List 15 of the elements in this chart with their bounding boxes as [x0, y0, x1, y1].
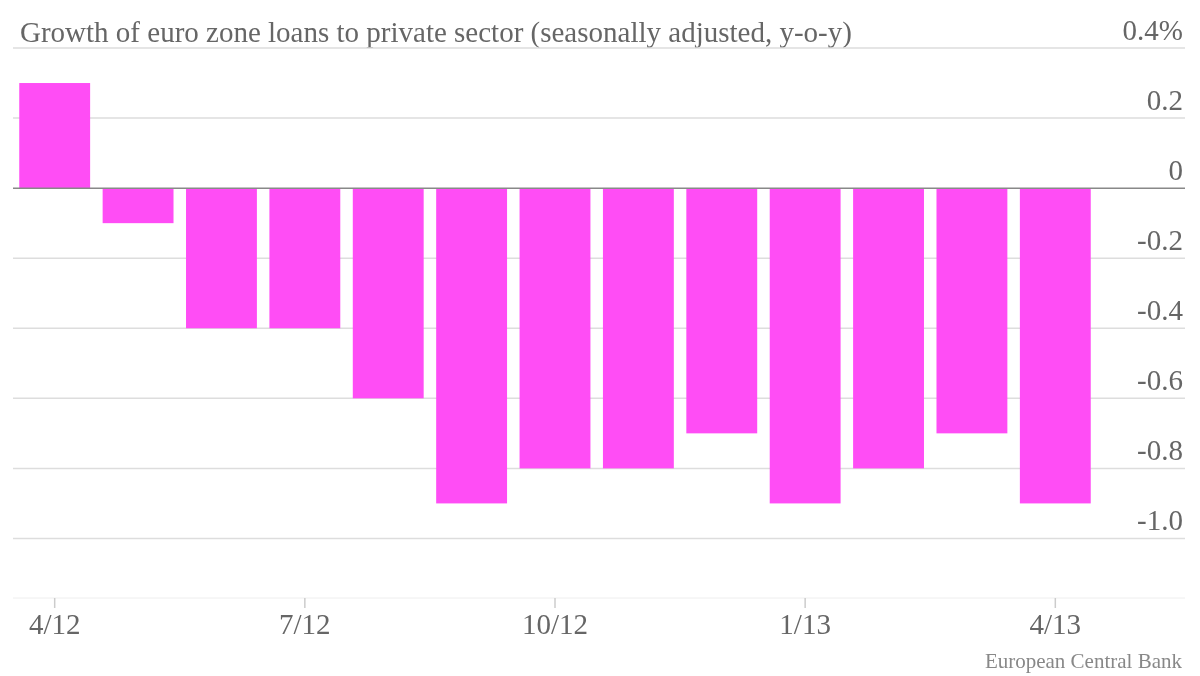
x-tick-label: 4/12: [28, 608, 81, 640]
x-tick-label: 7/12: [279, 608, 331, 640]
y-tick-label: -0.4: [1137, 294, 1184, 327]
y-tick-label: -1.0: [1137, 504, 1183, 537]
y-tick-label: -0.2: [1137, 224, 1183, 257]
text: European Central Bank: [984, 649, 1183, 673]
y-tick-label: 0: [1168, 154, 1183, 187]
chart-title: Growth of euro zone loans to private sector (seasonally adjusted, y-o-y): [20, 16, 852, 49]
x-tick-label: 10/12: [521, 608, 589, 640]
x-tick-label: 1/13: [779, 608, 831, 640]
x-tick-label: 4/13: [1029, 608, 1082, 640]
y-tick-label: 0.2: [1146, 84, 1183, 117]
y-tick-label: -0.8: [1137, 434, 1183, 467]
y-tick-label: 0.4%: [1122, 14, 1183, 46]
y-tick-label: -0.6: [1137, 364, 1183, 397]
